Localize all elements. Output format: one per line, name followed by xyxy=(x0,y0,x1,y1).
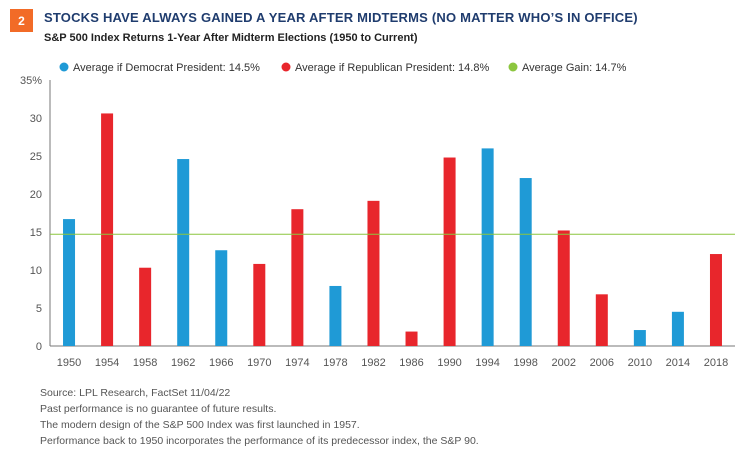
bar-1966 xyxy=(215,250,228,346)
bar-2018 xyxy=(709,254,722,346)
legend-marker-democrat xyxy=(59,62,69,72)
y-tick-label: 35% xyxy=(20,75,42,87)
x-tick-label: 1970 xyxy=(247,357,271,369)
disclaimer-note: Past performance is no guarantee of futu… xyxy=(40,403,277,415)
bar-2014 xyxy=(671,311,684,346)
x-tick-label: 1990 xyxy=(437,357,461,369)
y-tick-label: 15 xyxy=(30,227,42,239)
predecessor-note: Performance back to 1950 incorporates th… xyxy=(40,435,479,447)
bar-1970 xyxy=(253,263,266,346)
legend-label-democrat: Average if Democrat President: 14.5% xyxy=(73,62,260,74)
bar-1974 xyxy=(291,209,304,346)
legend-label-republican: Average if Republican President: 14.8% xyxy=(295,62,489,74)
bar-1978 xyxy=(329,285,342,346)
x-tick-label: 2018 xyxy=(704,357,728,369)
chart-title: STOCKS HAVE ALWAYS GAINED A YEAR AFTER M… xyxy=(44,10,638,25)
bar-2006 xyxy=(595,294,608,346)
x-tick-label: 1998 xyxy=(513,357,537,369)
x-tick-label: 1966 xyxy=(209,357,233,369)
x-tick-label: 1978 xyxy=(323,357,347,369)
x-tick-label: 2014 xyxy=(666,357,690,369)
y-tick-label: 20 xyxy=(30,189,42,201)
x-tick-label: 2006 xyxy=(590,357,614,369)
bar-2002 xyxy=(557,230,570,346)
x-tick-label: 1986 xyxy=(399,357,423,369)
bar-1998 xyxy=(519,178,532,346)
y-tick-label: 30 xyxy=(30,113,42,125)
x-tick-label: 2002 xyxy=(552,357,576,369)
bar-1958 xyxy=(139,267,152,346)
bar-1950 xyxy=(63,219,76,346)
y-tick-label: 25 xyxy=(30,151,42,163)
y-tick-label: 5 xyxy=(36,303,42,315)
bar-1986 xyxy=(405,331,418,346)
index-history-note: The modern design of the S&P 500 Index w… xyxy=(40,419,360,431)
y-tick-label: 10 xyxy=(30,265,42,277)
legend-marker-average xyxy=(508,62,518,72)
bar-1982 xyxy=(367,200,380,346)
legend-label-average: Average Gain: 14.7% xyxy=(522,62,627,74)
footnotes: Source: LPL Research, FactSet 11/04/22 P… xyxy=(40,385,479,449)
bar-1994 xyxy=(481,148,494,346)
chart-subtitle: S&P 500 Index Returns 1-Year After Midte… xyxy=(44,32,418,44)
x-tick-label: 1982 xyxy=(361,357,385,369)
bar-1990 xyxy=(443,157,456,346)
x-tick-label: 1958 xyxy=(133,357,157,369)
bar-1962 xyxy=(177,159,190,346)
source-note: Source: LPL Research, FactSet 11/04/22 xyxy=(40,387,231,399)
x-tick-label: 1974 xyxy=(285,357,309,369)
bar-1954 xyxy=(101,113,114,346)
x-tick-label: 1962 xyxy=(171,357,195,369)
chart-number-badge: 2 xyxy=(10,9,33,32)
legend-marker-republican xyxy=(281,62,291,72)
x-tick-label: 1994 xyxy=(475,357,499,369)
x-tick-label: 2010 xyxy=(628,357,652,369)
y-tick-label: 0 xyxy=(36,341,42,353)
bar-2010 xyxy=(633,330,646,346)
x-tick-label: 1954 xyxy=(95,357,119,369)
x-tick-label: 1950 xyxy=(57,357,81,369)
